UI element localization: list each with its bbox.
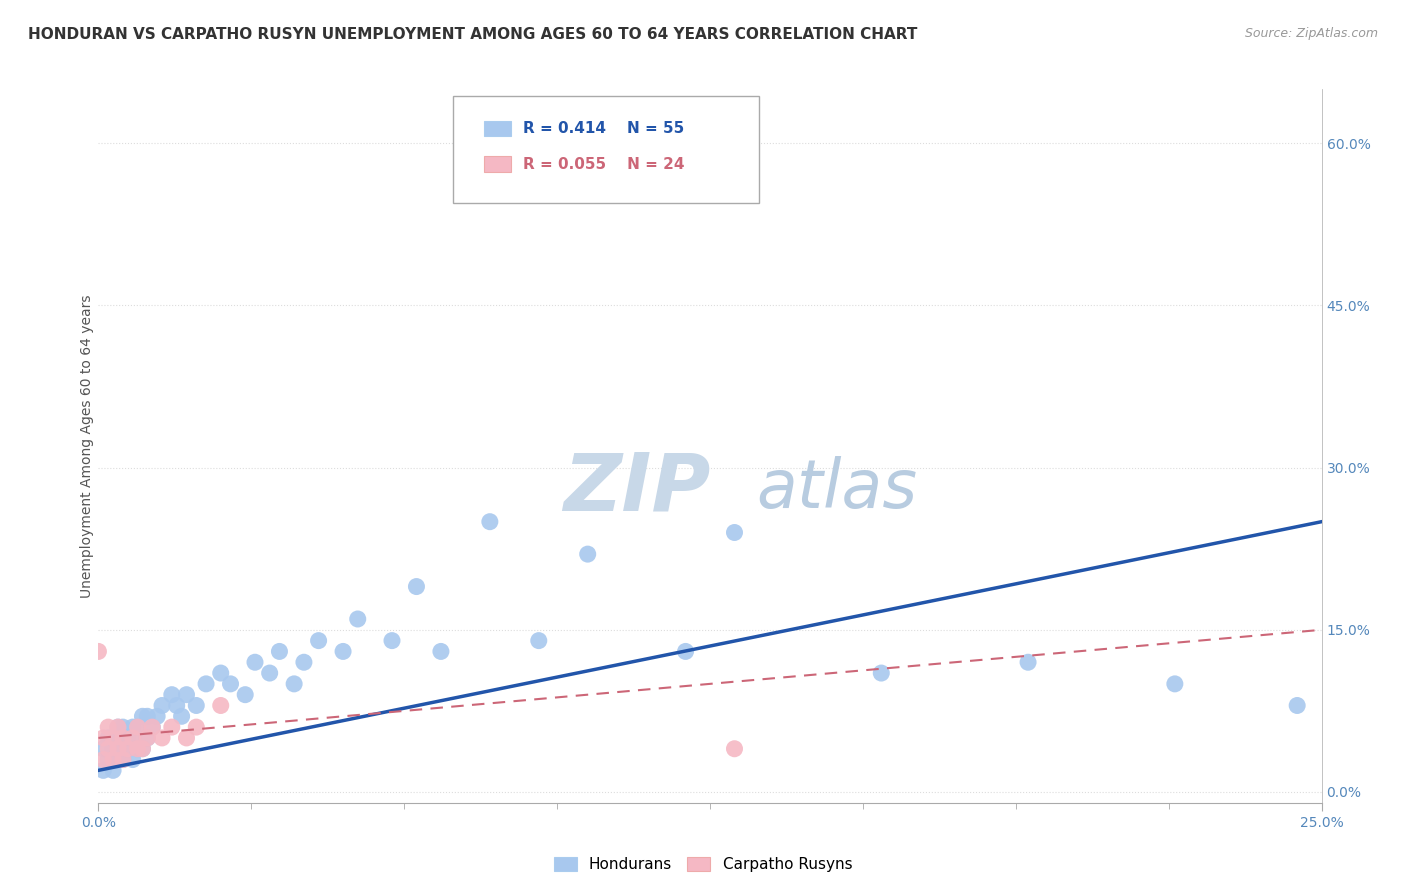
Point [150, 731, 173, 745]
Point [107, 741, 129, 756]
Point [121, 731, 143, 745]
Point [346, 612, 368, 626]
Point [176, 688, 198, 702]
Point [195, 677, 218, 691]
Point [127, 741, 149, 756]
Point [233, 688, 256, 702]
Point [91, 741, 114, 756]
Point [107, 753, 129, 767]
Point [127, 720, 149, 734]
FancyBboxPatch shape [484, 156, 510, 172]
Point [107, 731, 129, 745]
Point [1286, 698, 1309, 713]
Point [209, 698, 232, 713]
Point [111, 753, 134, 767]
Point [131, 709, 153, 723]
Point [209, 666, 232, 681]
Point [117, 731, 139, 745]
Point [101, 731, 124, 745]
Point [127, 741, 149, 756]
Point [478, 515, 501, 529]
Point [150, 698, 173, 713]
Point [723, 741, 745, 756]
Point [91, 731, 114, 745]
Point [1017, 655, 1039, 669]
Point [97, 731, 120, 745]
Text: R = 0.055    N = 24: R = 0.055 N = 24 [523, 157, 685, 171]
Point [91, 753, 114, 767]
Point [107, 720, 129, 734]
Point [97, 753, 120, 767]
Point [170, 709, 193, 723]
Point [186, 720, 208, 734]
Point [136, 709, 159, 723]
Point [111, 720, 134, 734]
Point [117, 741, 139, 756]
Point [101, 753, 124, 767]
Point [160, 688, 183, 702]
Point [136, 731, 159, 745]
Point [1164, 677, 1187, 691]
FancyBboxPatch shape [453, 96, 759, 203]
Point [127, 720, 149, 734]
Point [121, 731, 143, 745]
Text: R = 0.414    N = 55: R = 0.414 N = 55 [523, 121, 685, 136]
Point [141, 720, 163, 734]
Point [283, 677, 305, 691]
Point [166, 698, 188, 713]
Text: ZIP: ZIP [564, 450, 710, 528]
Point [121, 753, 143, 767]
Point [111, 741, 134, 756]
Point [243, 655, 266, 669]
Point [131, 741, 153, 756]
Point [186, 698, 208, 713]
Y-axis label: Unemployment Among Ages 60 to 64 years: Unemployment Among Ages 60 to 64 years [80, 294, 94, 598]
Text: atlas: atlas [756, 456, 918, 522]
Point [107, 720, 129, 734]
Point [101, 764, 124, 778]
Point [141, 720, 163, 734]
Point [259, 666, 281, 681]
Point [91, 764, 114, 778]
Point [381, 633, 404, 648]
FancyBboxPatch shape [484, 120, 510, 136]
Point [131, 741, 153, 756]
Point [675, 644, 697, 658]
Point [97, 741, 120, 756]
Point [160, 720, 183, 734]
Point [146, 709, 169, 723]
Point [111, 731, 134, 745]
Text: Source: ZipAtlas.com: Source: ZipAtlas.com [1244, 27, 1378, 40]
Point [121, 720, 143, 734]
Point [117, 741, 139, 756]
Point [136, 731, 159, 745]
Point [97, 720, 120, 734]
Point [101, 741, 124, 756]
Point [723, 525, 745, 540]
Point [870, 666, 893, 681]
Text: HONDURAN VS CARPATHO RUSYN UNEMPLOYMENT AMONG AGES 60 TO 64 YEARS CORRELATION CH: HONDURAN VS CARPATHO RUSYN UNEMPLOYMENT … [28, 27, 918, 42]
Point [405, 580, 427, 594]
Point [292, 655, 315, 669]
Point [308, 633, 330, 648]
Point [576, 547, 599, 561]
Point [332, 644, 354, 658]
Point [176, 731, 198, 745]
Point [430, 644, 453, 658]
Point [111, 753, 134, 767]
Point [269, 644, 291, 658]
Point [219, 677, 242, 691]
Point [87, 644, 110, 658]
Legend: Hondurans, Carpatho Rusyns: Hondurans, Carpatho Rusyns [546, 849, 860, 880]
Point [527, 633, 550, 648]
